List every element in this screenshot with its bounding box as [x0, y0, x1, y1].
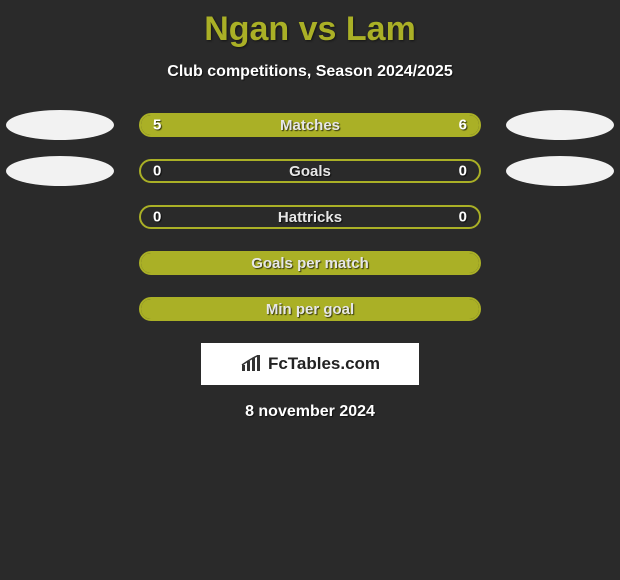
bar-fill-left [141, 115, 295, 135]
stat-right-value: 6 [459, 117, 467, 134]
player-right-oval [506, 110, 614, 140]
watermark-text: FcTables.com [268, 354, 380, 374]
stat-row: 0 Goals 0 [0, 159, 620, 183]
watermark[interactable]: FcTables.com [201, 343, 419, 385]
stat-row: Min per goal [0, 297, 620, 321]
bar-chart-icon [240, 355, 262, 373]
stat-bar: 5 Matches 6 [139, 113, 481, 137]
stat-left-value: 0 [153, 209, 161, 226]
stat-label: Goals [289, 163, 331, 180]
stat-left-value: 0 [153, 163, 161, 180]
stat-bar: 0 Goals 0 [139, 159, 481, 183]
stat-label: Goals per match [251, 255, 369, 272]
stat-label: Matches [280, 117, 340, 134]
player-left-oval [6, 156, 114, 186]
player-left-oval [6, 110, 114, 140]
stat-bar: 0 Hattricks 0 [139, 205, 481, 229]
page-subtitle: Club competitions, Season 2024/2025 [0, 63, 620, 81]
player-right-oval [506, 156, 614, 186]
stat-left-value: 5 [153, 117, 161, 134]
stat-row: Goals per match [0, 251, 620, 275]
stat-bar: Goals per match [139, 251, 481, 275]
stat-label: Min per goal [266, 301, 354, 318]
stat-right-value: 0 [459, 209, 467, 226]
stat-row: 0 Hattricks 0 [0, 205, 620, 229]
stat-label: Hattricks [278, 209, 342, 226]
stat-right-value: 0 [459, 163, 467, 180]
stat-bar: Min per goal [139, 297, 481, 321]
date-label: 8 november 2024 [0, 403, 620, 421]
stat-rows: 5 Matches 6 0 Goals 0 0 Hattricks 0 [0, 113, 620, 321]
stat-row: 5 Matches 6 [0, 113, 620, 137]
page-title: Ngan vs Lam [0, 0, 620, 49]
